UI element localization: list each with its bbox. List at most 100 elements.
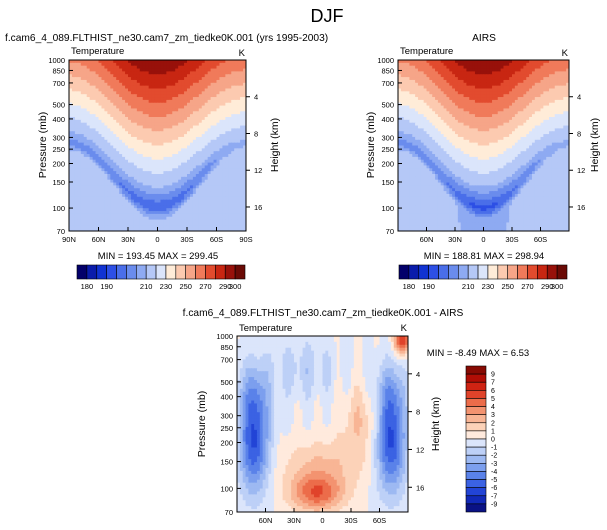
contour-cell xyxy=(216,114,221,118)
contour-cell xyxy=(181,108,185,112)
contour-cell xyxy=(534,74,539,78)
contour-cell xyxy=(506,85,510,90)
contour-cell xyxy=(166,74,170,78)
contour-cell xyxy=(181,219,185,224)
contour-cell xyxy=(116,208,120,212)
contour-cell xyxy=(142,151,147,155)
contour-cell xyxy=(157,208,162,212)
contour-cell xyxy=(512,88,516,92)
contour-cell xyxy=(119,222,123,226)
contour-cell xyxy=(80,182,85,186)
contour-cell xyxy=(554,94,559,98)
contour-cell xyxy=(154,85,159,90)
contour-cell xyxy=(133,151,138,155)
contour-cell xyxy=(142,134,147,138)
contour-cell xyxy=(222,82,226,87)
contour-cell xyxy=(77,156,82,161)
contour-cell xyxy=(213,151,218,155)
contour-cell xyxy=(71,131,76,135)
contour-cell xyxy=(240,162,244,167)
contour-cell xyxy=(443,68,448,72)
contour-cell xyxy=(181,156,185,161)
contour-cell xyxy=(455,111,459,115)
contour-cell xyxy=(154,136,159,141)
colorbar-label: 230 xyxy=(160,282,173,291)
contour-cell xyxy=(187,179,191,184)
contour-cell xyxy=(201,122,206,127)
contour-cell xyxy=(237,105,241,110)
contour-cell xyxy=(175,71,179,75)
contour-cell xyxy=(145,211,150,215)
contour-cell xyxy=(449,94,453,98)
contour-cell xyxy=(237,99,241,104)
contour-cell xyxy=(234,179,238,184)
contour-cell xyxy=(157,68,162,72)
contour-cell xyxy=(104,188,108,192)
contour-cell xyxy=(119,179,123,184)
contour-cell xyxy=(420,114,425,118)
contour-cell xyxy=(415,79,419,84)
contour-cell xyxy=(119,117,123,121)
contour-cell xyxy=(398,88,402,92)
contour-cell xyxy=(426,60,430,64)
contour-cell xyxy=(175,202,179,206)
contour-cell xyxy=(119,191,123,195)
contour-cell xyxy=(514,111,519,115)
contour-cell xyxy=(452,119,456,124)
contour-cell xyxy=(160,148,164,152)
contour-cell xyxy=(237,159,241,164)
contour-cell xyxy=(213,154,218,158)
contour-cell xyxy=(560,62,564,67)
contour-cell xyxy=(71,182,76,186)
contour-cell xyxy=(195,196,200,201)
contour-cell xyxy=(435,88,439,92)
contour-cell xyxy=(534,71,539,75)
contour-cell xyxy=(486,91,490,95)
contour-cell xyxy=(69,91,73,95)
contour-cell xyxy=(125,128,129,132)
contour-cell xyxy=(130,122,135,127)
contour-cell xyxy=(234,60,238,64)
contour-cell xyxy=(110,119,114,124)
contour-cell xyxy=(189,211,194,215)
contour-cell xyxy=(477,111,482,115)
contour-cell xyxy=(145,105,150,110)
contour-cell xyxy=(151,205,156,209)
contour-cell xyxy=(412,85,416,90)
contour-cell xyxy=(71,79,76,84)
contour-cell xyxy=(204,97,209,101)
contour-cell xyxy=(169,162,173,167)
contour-cell xyxy=(157,168,162,172)
contour-cell xyxy=(201,174,206,178)
contour-cell xyxy=(80,91,85,95)
contour-cell xyxy=(195,225,200,229)
contour-cell xyxy=(187,71,191,75)
contour-cell xyxy=(222,191,226,195)
contour-cell xyxy=(201,88,206,92)
contour-cell xyxy=(497,82,502,87)
contour-cell xyxy=(222,102,226,107)
contour-cell xyxy=(184,108,188,112)
contour-cell xyxy=(69,71,73,75)
contour-cell xyxy=(210,211,215,215)
contour-cell xyxy=(234,82,238,87)
contour-cell xyxy=(234,156,238,161)
contour-cell xyxy=(74,79,79,84)
contour-cell xyxy=(175,154,179,158)
contour-cell xyxy=(420,94,425,98)
contour-cell xyxy=(549,94,553,98)
contour-cell xyxy=(237,168,241,172)
contour-cell xyxy=(119,102,123,107)
contour-cell xyxy=(237,151,241,155)
contour-cell xyxy=(237,162,241,167)
contour-cell xyxy=(160,196,164,201)
contour-cell xyxy=(443,111,448,115)
contour-cell xyxy=(455,94,459,98)
contour-cell xyxy=(563,88,567,92)
contour-cell xyxy=(95,145,100,149)
contour-cell xyxy=(240,131,244,135)
contour-cell xyxy=(160,68,164,72)
contour-cell xyxy=(503,79,507,84)
contour-cell xyxy=(204,148,209,152)
contour-cell xyxy=(101,165,105,169)
